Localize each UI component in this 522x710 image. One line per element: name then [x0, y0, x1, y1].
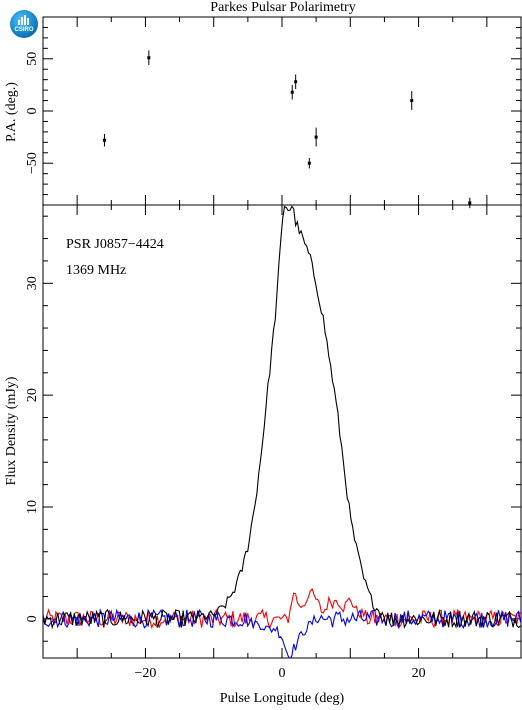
flux-panel: PSR J0857−4424 1369 MHz Flux Density (mJ… — [4, 204, 522, 706]
pa-panel: P.A. (deg.) −50 0 50 — [4, 16, 522, 209]
profile-V — [43, 608, 521, 658]
flux-y-tick-label: 10 — [25, 500, 40, 514]
pa-panel-frame — [42, 16, 522, 206]
pa-point — [147, 56, 151, 60]
logo-text: CSIRO — [14, 27, 34, 33]
pa-point — [307, 161, 311, 165]
flux-x-tick-label: −20 — [134, 666, 156, 681]
flux-y-tick-label: 30 — [25, 276, 40, 290]
logo-bars-icon — [18, 15, 30, 25]
pa-point — [468, 201, 472, 205]
csiro-logo: CSIRO — [10, 10, 38, 38]
flux-y-axis-label: Flux Density (mJy) — [4, 376, 19, 485]
pa-y-axis-label: P.A. (deg.) — [4, 82, 19, 142]
pa-point — [294, 80, 298, 84]
pa-y-tick-label: 50 — [25, 52, 40, 66]
flux-y-tick-label: 20 — [25, 388, 40, 402]
flux-x-tick-label: 20 — [412, 666, 426, 681]
flux-x-tick-label: 0 — [279, 666, 286, 681]
pa-point — [290, 90, 294, 94]
pa-y-tick-label: −50 — [25, 152, 40, 174]
flux-y-tick-label: 0 — [25, 615, 40, 622]
profile-I — [43, 205, 521, 630]
pa-y-tick-label: 0 — [25, 108, 40, 115]
pa-point — [410, 99, 414, 103]
figure-title: Parkes Pulsar Polarimetry — [210, 0, 355, 15]
pa-point — [102, 138, 106, 142]
frequency-label: 1369 MHz — [66, 263, 126, 278]
pulsar-name-label: PSR J0857−4424 — [66, 237, 164, 252]
x-axis-label: Pulse Longitude (deg) — [220, 691, 345, 706]
pa-point — [314, 135, 318, 139]
